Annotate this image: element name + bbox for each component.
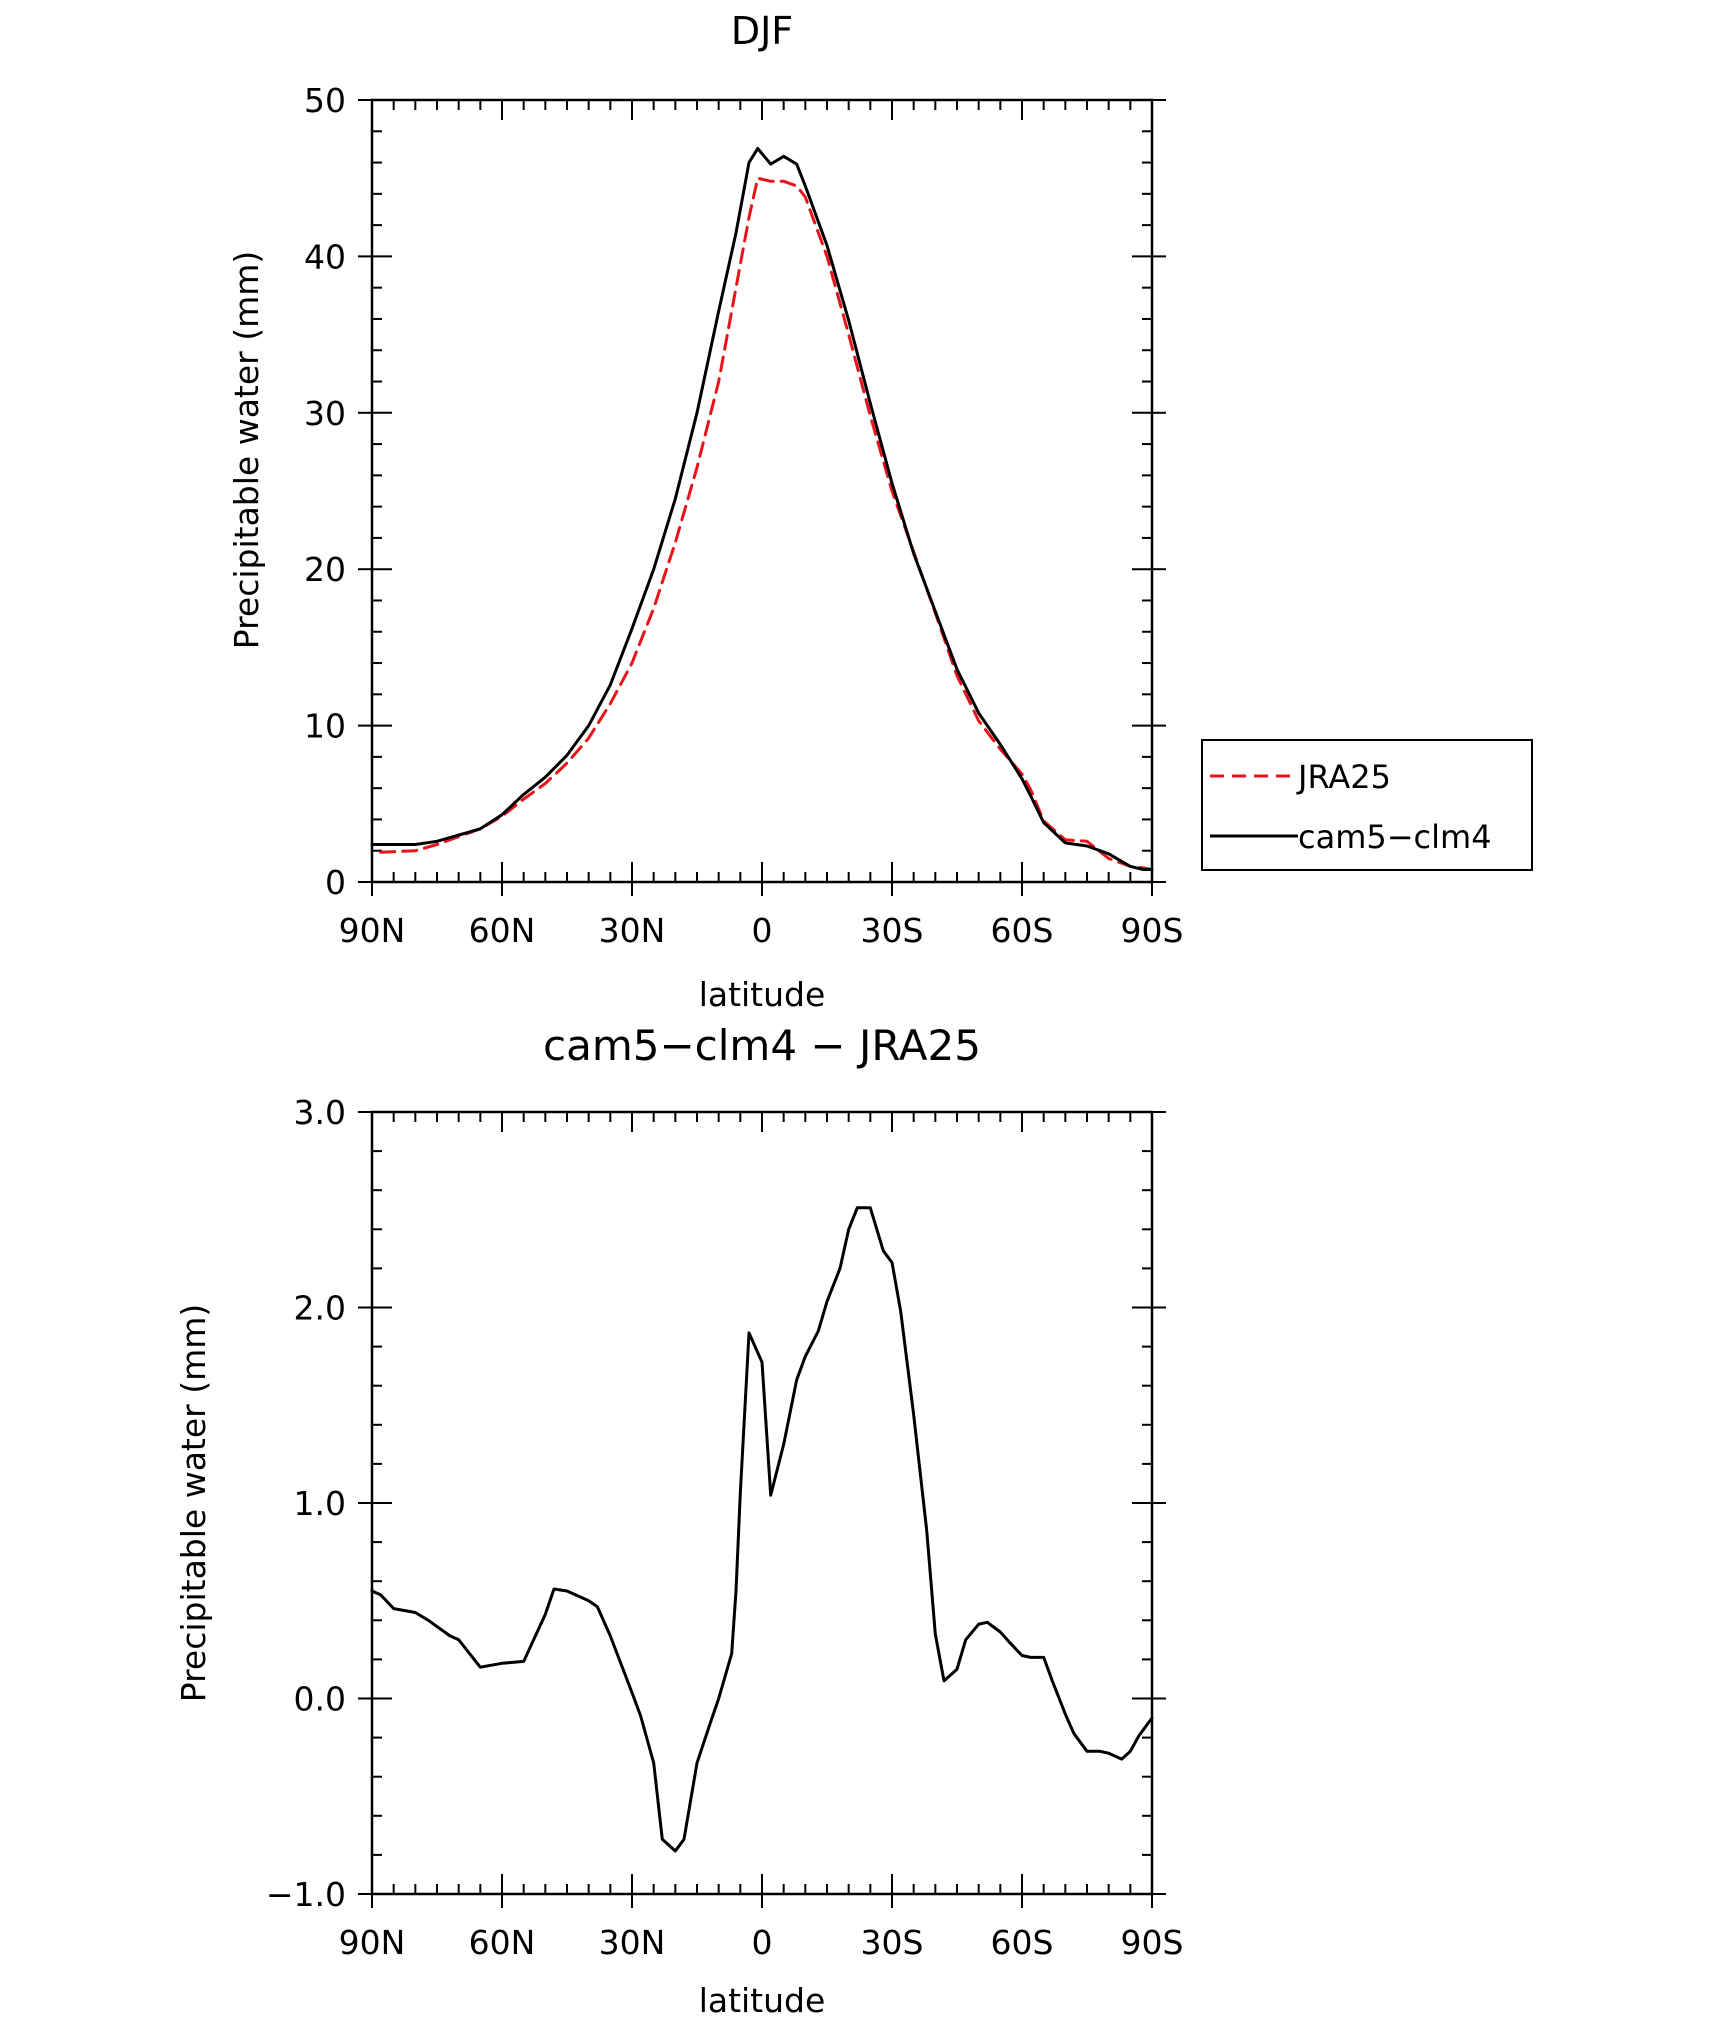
- tick-labels: 90N 60N 30N 0 30S 60S 90S 0 10 20 30 40 50: [304, 81, 1183, 950]
- y-tick-label: 50: [304, 81, 346, 120]
- x-tick-label: 30S: [861, 1923, 924, 1962]
- legend-box: [1201, 739, 1533, 871]
- x-tick-label: 0: [752, 1923, 773, 1962]
- legend-label-cam5-clm4: cam5−clm4: [1298, 818, 1492, 856]
- series-line-jra25: [379, 176, 1154, 871]
- series-line-cam5-clm4: [370, 147, 1154, 871]
- x-tick-label: 30N: [599, 1923, 666, 1962]
- panel-djf: DJF Precipitable water (mm) latitude 90N…: [227, 9, 1533, 1014]
- series-line-cam5-clm4-jra25: [370, 1206, 1154, 1853]
- x-axis-label: latitude: [699, 975, 826, 1014]
- y-axis-label: Precipitable water (mm): [227, 251, 266, 650]
- axis-ticks: [358, 99, 1166, 896]
- legend-label-jra25: JRA25: [1296, 758, 1391, 796]
- x-tick-label: 90N: [339, 911, 406, 950]
- x-tick-label: 90S: [1121, 1923, 1184, 1962]
- y-tick-label: 3.0: [294, 1093, 346, 1132]
- y-axis-label: Precipitable water (mm): [174, 1304, 213, 1703]
- chart-title: DJF: [731, 9, 793, 53]
- axis-ticks: [358, 1111, 1166, 1908]
- x-tick-label: 90N: [339, 1923, 406, 1962]
- x-tick-label: 30S: [861, 911, 924, 950]
- y-tick-label: −1.0: [266, 1875, 346, 1914]
- panel-difference: cam5−clm4 − JRA25 Precipitable water (mm…: [174, 1021, 1183, 2020]
- y-tick-label: 30: [304, 394, 346, 433]
- y-tick-label: 10: [304, 707, 346, 746]
- x-tick-label: 60S: [991, 1923, 1054, 1962]
- y-tick-label: 0: [325, 863, 346, 902]
- x-tick-label: 60N: [469, 911, 536, 950]
- x-tick-label: 0: [752, 911, 773, 950]
- y-tick-label: 20: [304, 550, 346, 589]
- y-tick-label: 1.0: [294, 1484, 346, 1523]
- x-tick-label: 90S: [1121, 911, 1184, 950]
- y-tick-label: 2.0: [294, 1289, 346, 1328]
- legend: JRA25 cam5−clm4: [1201, 739, 1533, 871]
- x-tick-label: 60N: [469, 1923, 536, 1962]
- y-tick-label: 0.0: [294, 1680, 346, 1719]
- y-tick-label: 40: [304, 237, 346, 276]
- x-tick-label: 60S: [991, 911, 1054, 950]
- x-axis-label: latitude: [699, 1981, 826, 2020]
- series-lines: [370, 1206, 1154, 1853]
- x-tick-label: 30N: [599, 911, 666, 950]
- series-lines: [370, 147, 1154, 871]
- tick-labels: 90N 60N 30N 0 30S 60S 90S −1.0 0.0 1.0 2.0 3.0: [266, 1093, 1184, 1962]
- chart-title: cam5−clm4 − JRA25: [543, 1021, 981, 1070]
